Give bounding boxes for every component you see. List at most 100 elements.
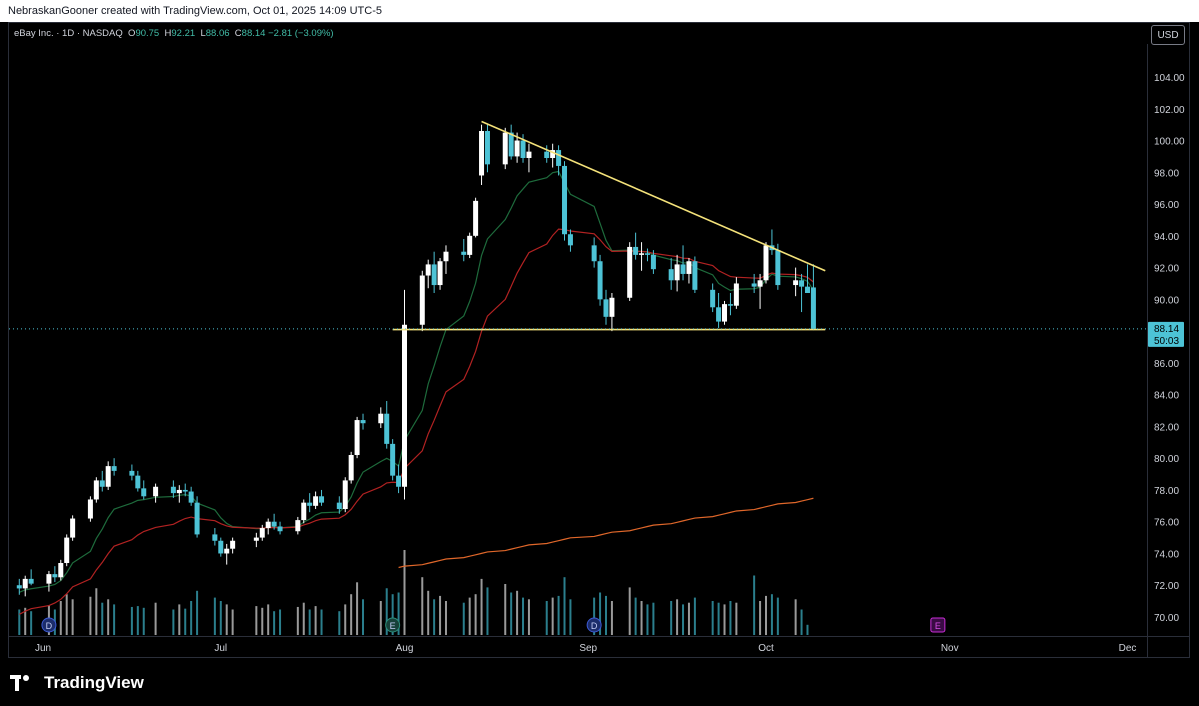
- attribution-text: NebraskanGooner created with TradingView…: [8, 5, 382, 17]
- candle-body: [514, 140, 520, 157]
- candle-body: [686, 261, 692, 274]
- candle-body: [467, 235, 473, 255]
- candle-body: [105, 466, 111, 487]
- candle-body: [609, 297, 615, 317]
- candle-body: [639, 253, 645, 255]
- price-tick-label: 96.00: [1154, 200, 1179, 211]
- candle-body: [550, 150, 556, 158]
- candle-body: [425, 264, 431, 276]
- close-label: C: [234, 28, 242, 39]
- currency-button[interactable]: USD: [1151, 25, 1185, 45]
- candle-body: [212, 534, 218, 541]
- attribution-bar: NebraskanGooner created with TradingView…: [0, 0, 1199, 22]
- volume-bar: [255, 606, 258, 635]
- volume-bar: [89, 596, 92, 635]
- candle-body: [390, 443, 396, 476]
- candle-body: [87, 499, 93, 519]
- candle-body: [716, 307, 722, 322]
- candle-body: [307, 502, 313, 506]
- volume-bar: [213, 597, 216, 635]
- volume-bar: [693, 597, 696, 635]
- price-tick-label: 78.00: [1154, 486, 1179, 497]
- candle-body: [644, 253, 650, 255]
- volume-bar: [314, 606, 317, 635]
- candle-body: [170, 486, 176, 494]
- price-tick-label: 90.00: [1154, 295, 1179, 306]
- volume-bar: [107, 599, 110, 635]
- candle-body: [603, 299, 609, 317]
- earnings-upcoming-marker-icon: [930, 617, 946, 633]
- volume-bar: [142, 607, 145, 635]
- volume-bar: [569, 599, 572, 635]
- candle-body: [627, 246, 633, 298]
- candle-body: [265, 521, 271, 529]
- dividend-marker-icon: [41, 617, 57, 633]
- time-tick-label: Nov: [941, 643, 959, 654]
- candle-body: [99, 480, 105, 487]
- candle-body: [176, 489, 182, 494]
- candle-body: [141, 488, 147, 497]
- volume-bar: [24, 607, 27, 635]
- price-tick-label: 100.00: [1154, 137, 1185, 148]
- candle-body: [419, 275, 425, 325]
- candle-body: [182, 489, 188, 492]
- symbol-name: eBay Inc. · 1D · NASDAQ: [14, 28, 123, 39]
- earnings-marker-icon: [385, 617, 401, 633]
- volume-bar: [753, 575, 756, 635]
- candle-body: [319, 496, 325, 503]
- volume-bar: [338, 611, 341, 635]
- candle-body: [680, 264, 686, 274]
- time-tick-label: Jul: [214, 643, 227, 654]
- trendline: [481, 120, 826, 272]
- chart-pane[interactable]: [8, 22, 1190, 658]
- candle-body: [336, 502, 342, 509]
- price-tick-label: 94.00: [1154, 232, 1179, 243]
- volume-bar: [545, 601, 548, 635]
- candle-body: [295, 520, 301, 532]
- price-tick-label: 86.00: [1154, 359, 1179, 370]
- volume-bar: [178, 604, 181, 635]
- volume-bar: [794, 599, 797, 635]
- volume-bar: [480, 578, 483, 635]
- candle-body: [556, 150, 562, 166]
- candle-body: [354, 420, 360, 455]
- close-value: 88.14: [241, 28, 266, 39]
- event-marker-letter: D: [591, 621, 598, 631]
- candle-body: [692, 261, 698, 290]
- volume-bar: [800, 609, 803, 635]
- candle-body: [194, 502, 200, 535]
- symbol-legend: eBay Inc. · 1D · NASDAQ O90.75 H92.21 L8…: [14, 28, 334, 39]
- candle-body: [218, 540, 224, 554]
- volume-bar: [65, 594, 68, 635]
- volume-bar: [385, 588, 388, 635]
- volume-bar: [634, 597, 637, 635]
- volume-bar: [504, 584, 507, 635]
- candle-body: [135, 475, 141, 489]
- volume-bar: [510, 592, 513, 635]
- volume-bar: [320, 609, 323, 635]
- volume-bar: [557, 595, 560, 635]
- change-value: −2.81 (−3.09%): [268, 28, 334, 39]
- price-tick-label: 102.00: [1154, 105, 1185, 116]
- candle-body: [230, 540, 236, 549]
- price-tick-label: 80.00: [1154, 454, 1179, 465]
- volume-bar: [604, 595, 607, 635]
- volume-bar: [806, 624, 809, 635]
- volume-bar: [71, 599, 74, 635]
- volume-bar: [231, 609, 234, 635]
- price-tick-label: 98.00: [1154, 168, 1179, 179]
- volume-bar: [776, 597, 779, 635]
- candle-body: [253, 537, 259, 541]
- volume-bar: [516, 590, 519, 635]
- volume-bar: [486, 587, 489, 635]
- volume-bar: [676, 599, 679, 635]
- candle-body: [277, 526, 283, 532]
- price-tick-label: 70.00: [1154, 613, 1179, 624]
- volume-bar: [154, 602, 157, 635]
- open-label: O: [128, 28, 136, 39]
- volume-bar: [350, 594, 353, 635]
- volume-bar: [433, 599, 436, 635]
- candle-body: [259, 528, 265, 538]
- candle-body: [502, 132, 508, 165]
